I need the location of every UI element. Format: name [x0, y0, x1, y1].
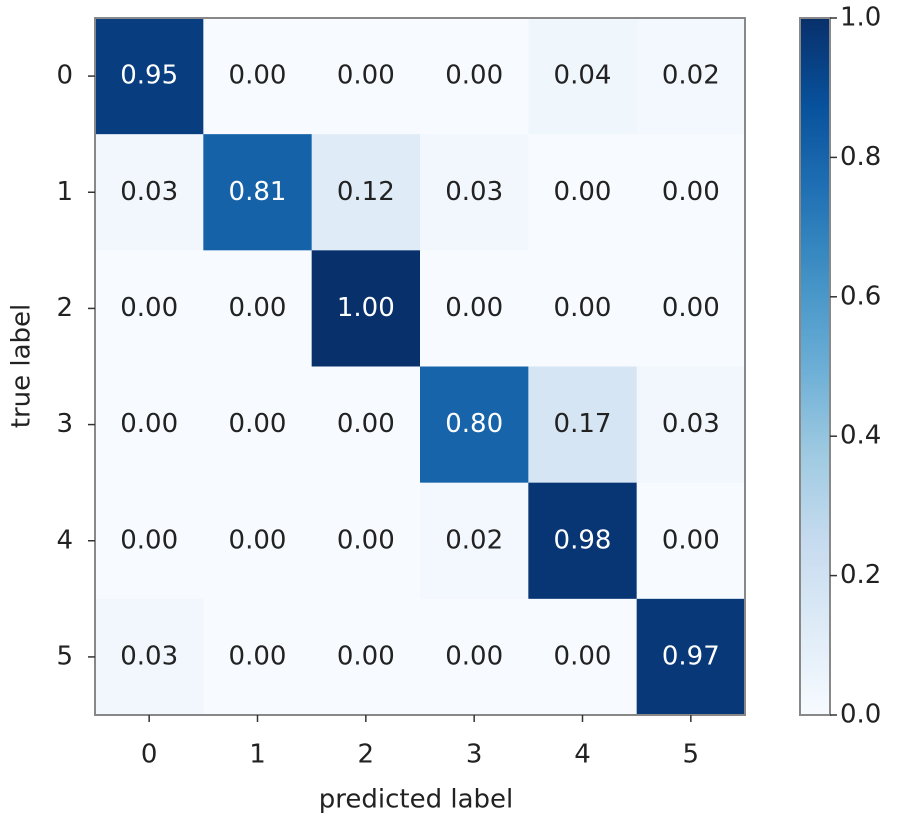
heatmap-cell: [311, 18, 421, 135]
heatmap-cell: [636, 482, 746, 600]
heatmap-cell: [528, 482, 638, 600]
cell-label: 0.00: [229, 409, 287, 439]
heatmap-cell: [636, 366, 746, 484]
y-tick-label: 3: [56, 409, 73, 439]
heatmap-cell: [528, 598, 638, 716]
cell-label: 0.00: [445, 641, 503, 671]
heatmap-cell: [311, 366, 421, 484]
x-tick-label: 3: [466, 740, 483, 770]
cell-label: 1.00: [337, 293, 395, 323]
heatmap-cell: [95, 482, 204, 600]
cell-label: 0.97: [662, 641, 720, 671]
cell-label: 0.00: [662, 525, 720, 555]
heatmap-cell: [420, 598, 529, 716]
heatmap-cell: [636, 598, 746, 716]
heatmap-cell: [203, 366, 313, 484]
y-tick-label: 5: [56, 641, 73, 671]
plot-frame: [94, 17, 746, 716]
colorbar-tick-label: 0.6: [840, 281, 881, 311]
colorbar-tick-label: 0.0: [840, 700, 881, 730]
x-tick-label: 4: [574, 740, 591, 770]
heatmap-cell: [95, 18, 204, 135]
cell-label: 0.02: [662, 61, 720, 91]
cell-label: 0.02: [445, 525, 503, 555]
heatmap-cell: [636, 18, 746, 135]
cell-label: 0.00: [229, 525, 287, 555]
cell-label: 0.00: [662, 293, 720, 323]
cell-label: 0.03: [445, 177, 503, 207]
cell-label: 0.00: [229, 61, 287, 91]
cell-label: 0.04: [554, 61, 612, 91]
y-tick-label: 0: [56, 61, 73, 91]
cell-label: 0.81: [229, 177, 287, 207]
heatmap-cell: [311, 598, 421, 716]
cell-label: 0.00: [337, 61, 395, 91]
y-axis-label: true label: [7, 304, 37, 429]
heatmap-cell: [420, 250, 529, 367]
cell-label: 0.17: [554, 409, 612, 439]
cell-label: 0.00: [554, 641, 612, 671]
cell-label: 0.00: [554, 293, 612, 323]
cell-label: 0.00: [445, 61, 503, 91]
cell-label: 0.03: [120, 641, 178, 671]
colorbar-tick-label: 0.8: [840, 142, 881, 172]
heatmap-cell: [95, 134, 204, 251]
heatmap-cell: [420, 134, 529, 251]
heatmap-cell: [203, 134, 313, 251]
colorbar-tick-label: 1.0: [840, 3, 881, 33]
heatmap-cell: [420, 366, 529, 484]
cell-label: 0.00: [120, 525, 178, 555]
cell-label: 0.00: [445, 293, 503, 323]
cell-label: 0.00: [337, 641, 395, 671]
heatmap-cell: [528, 366, 638, 484]
colorbar-tick-label: 0.4: [840, 421, 881, 451]
cell-label: 0.03: [120, 177, 178, 207]
colorbar-tick-label: 0.2: [840, 560, 881, 590]
heatmap-cell: [311, 134, 421, 251]
cell-label: 0.00: [337, 525, 395, 555]
x-tick-label: 1: [249, 740, 266, 770]
heatmap-cell: [636, 250, 746, 367]
cell-label: 0.00: [554, 177, 612, 207]
y-tick-label: 1: [56, 177, 73, 207]
y-tick-label: 2: [56, 293, 73, 323]
heatmap-cell: [528, 18, 638, 135]
heatmap-cell: [203, 250, 313, 367]
heatmap-cell: [203, 598, 313, 716]
cell-label: 0.03: [662, 409, 720, 439]
cell-label: 0.00: [120, 293, 178, 323]
cell-label: 0.80: [445, 409, 503, 439]
cell-label: 0.00: [662, 177, 720, 207]
cell-label: 0.95: [120, 61, 178, 91]
cell-label: 0.00: [229, 293, 287, 323]
heatmap-cell: [203, 482, 313, 600]
heatmap-cell: [528, 250, 638, 367]
x-tick-label: 2: [358, 740, 375, 770]
x-tick-label: 0: [141, 740, 158, 770]
x-axis-label: predicted label: [319, 785, 513, 815]
colorbar: [799, 17, 831, 716]
heatmap-cell: [636, 134, 746, 251]
y-tick-label: 4: [56, 525, 73, 555]
cell-label: 0.98: [554, 525, 612, 555]
heatmap-cell: [528, 134, 638, 251]
heatmap-cell: [95, 250, 204, 367]
cell-label: 0.12: [337, 177, 395, 207]
heatmap-cell: [311, 482, 421, 600]
x-tick-label: 5: [683, 740, 700, 770]
heatmap-cell: [203, 18, 313, 135]
heatmap-cell: [95, 366, 204, 484]
heatmap-cell: [95, 598, 204, 716]
heatmap-cell: [420, 482, 529, 600]
cell-label: 0.00: [229, 641, 287, 671]
heatmap-cell: [311, 250, 421, 367]
cell-label: 0.00: [120, 409, 178, 439]
cell-label: 0.00: [337, 409, 395, 439]
heatmap-cell: [420, 18, 529, 135]
